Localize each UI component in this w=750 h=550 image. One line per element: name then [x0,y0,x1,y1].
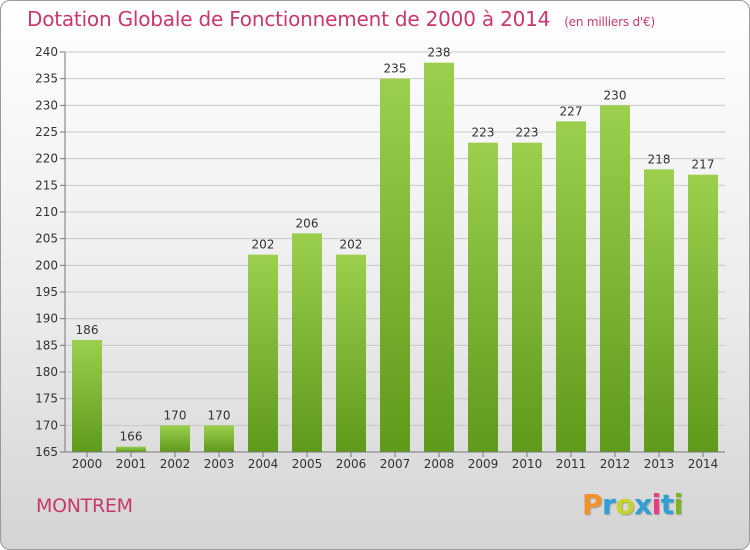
bar [248,254,278,452]
y-tick-label: 170 [35,418,58,432]
bar [204,425,234,452]
proxiti-logo: Proxiti [582,488,683,521]
bar [556,121,586,452]
x-tick-label: 2004 [248,457,279,471]
y-tick-label: 165 [35,445,58,459]
bar [644,169,674,453]
bar-value-label: 223 [472,126,495,140]
x-tick-label: 2005 [292,457,323,471]
chart-title-text: Dotation Globale de Fonctionnement de 20… [27,7,551,31]
x-tick-label: 2011 [556,457,587,471]
logo-letter: t [660,488,674,521]
bar-value-label: 227 [560,104,583,118]
y-tick-label: 190 [35,312,58,326]
chart-subtitle: (en milliers d'€) [564,15,655,29]
bar [380,78,410,453]
y-tick-label: 215 [35,178,58,192]
bar-value-label: 170 [164,408,187,422]
x-tick-label: 2007 [380,457,411,471]
logo-letter: i [651,488,662,521]
y-tick-label: 225 [35,125,58,139]
bar [72,340,102,452]
bar [600,105,630,452]
bar-value-label: 202 [252,238,275,252]
bar [160,425,190,452]
bar-value-label: 238 [428,46,451,60]
y-tick-label: 180 [35,365,58,379]
bar-value-label: 223 [516,126,539,140]
x-tick-label: 2013 [644,457,675,471]
bar-value-label: 230 [604,88,627,102]
x-tick-label: 2006 [336,457,367,471]
logo-letter: o [615,488,635,521]
x-tick-label: 2001 [116,457,147,471]
bar-value-label: 166 [120,430,143,444]
y-tick-label: 210 [35,205,58,219]
bar [688,174,718,452]
y-tick-label: 200 [35,258,58,272]
bar [336,254,366,452]
logo-letter: x [634,488,652,521]
bar-value-label: 218 [648,152,671,166]
y-tick-label: 175 [35,392,58,406]
bar-value-label: 202 [340,238,363,252]
x-tick-label: 2000 [72,457,103,471]
x-tick-label: 2012 [600,457,631,471]
bar-value-label: 186 [76,323,99,337]
bar [468,142,498,452]
y-tick-label: 240 [35,45,58,59]
bar-value-label: 217 [692,158,715,172]
y-tick-label: 205 [35,232,58,246]
logo-letter: P [582,488,603,521]
y-tick-label: 230 [35,98,58,112]
x-tick-label: 2002 [160,457,191,471]
bar [292,233,322,452]
bar [116,446,146,452]
bar-value-label: 170 [208,408,231,422]
x-tick-label: 2009 [468,457,499,471]
logo-letter: i [673,488,684,521]
y-tick-label: 185 [35,338,58,352]
x-tick-label: 2010 [512,457,543,471]
bar [424,62,454,453]
y-tick-label: 195 [35,285,58,299]
bar-value-label: 235 [384,62,407,76]
y-tick-label: 220 [35,152,58,166]
place-name: MONTREM [36,495,133,517]
logo-letter: r [602,488,616,521]
bar-value-label: 206 [296,216,319,230]
x-tick-label: 2008 [424,457,455,471]
bar [512,142,542,452]
chart-title: Dotation Globale de Fonctionnement de 20… [27,7,655,31]
x-tick-label: 2003 [204,457,235,471]
x-tick-label: 2014 [688,457,719,471]
y-tick-label: 235 [35,72,58,86]
